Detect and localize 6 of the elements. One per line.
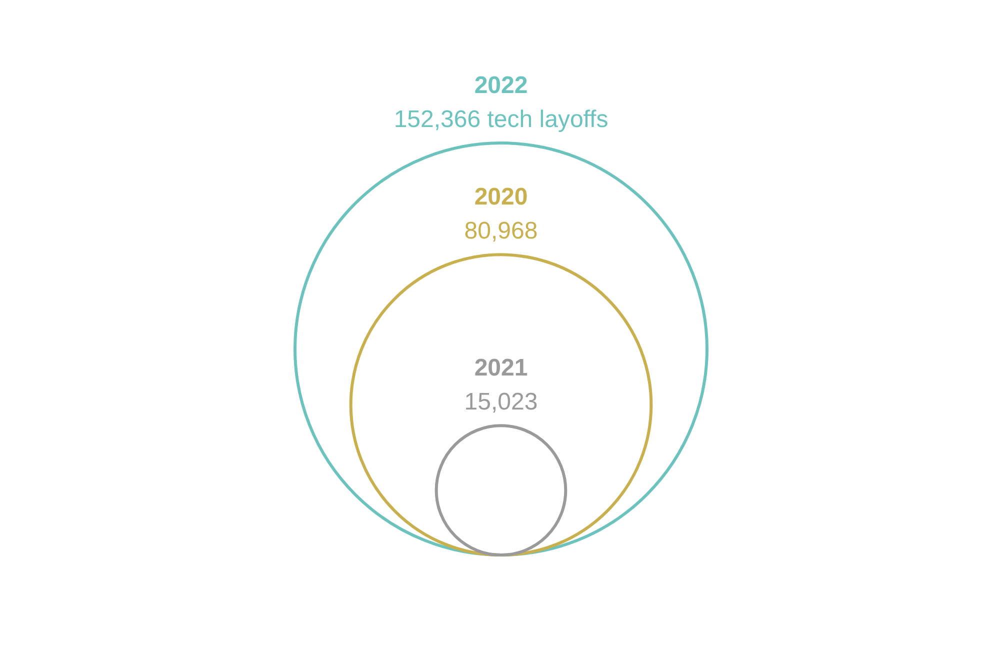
data-label: 80,968 — [464, 218, 538, 245]
category-label: 2022 — [474, 72, 528, 99]
category-label: 2020 — [474, 184, 528, 211]
category-label: 2021 — [474, 354, 528, 382]
data-label: 152,366 tech layoffs — [394, 106, 608, 133]
data-label: 15,023 — [464, 388, 538, 416]
